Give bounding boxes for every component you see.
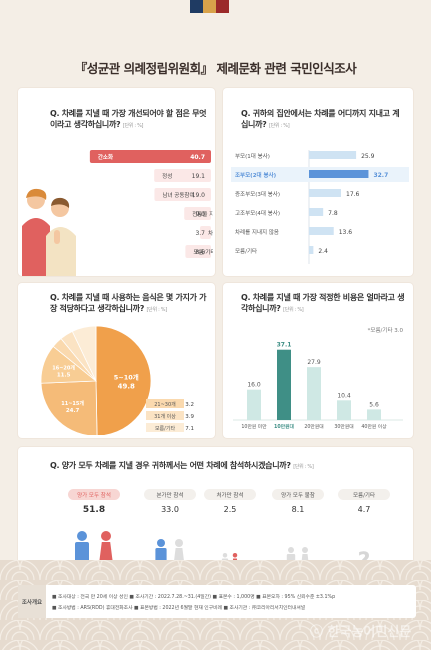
banner-red-block	[216, 0, 229, 13]
category-3: 30만원대	[334, 423, 353, 430]
top-banner	[0, 0, 431, 14]
pie-label-0: 5~10개	[114, 373, 139, 382]
bar-label-2: 남녀 공동참여	[162, 191, 194, 199]
bar-value-3: 9.0	[195, 211, 205, 218]
bar-0	[247, 390, 261, 420]
bar-label-4: 차례에 직접 참여	[208, 229, 213, 237]
legend-label-3: 21~30개	[154, 401, 176, 408]
category-2: 증조부모(3대 봉사)	[235, 190, 280, 198]
bar-2	[309, 189, 341, 197]
category-4: 차례를 지내지 않음	[235, 228, 279, 236]
bar-label-0: 간소화	[98, 153, 113, 161]
card-cost: Q. 차례를 지낼 때 가장 적정한 비용은 얼마라고 생각하십니까? [단위 …	[223, 283, 413, 438]
banner-gold-block	[203, 0, 216, 13]
bar-value-5: 2.4	[318, 248, 328, 255]
attendance-category-3: 양가 모두 불참	[272, 489, 324, 500]
bar-value-2: 19.0	[192, 192, 206, 199]
pie-value-2: 11.5	[57, 372, 71, 378]
question-food-count: Q. 차례를 지낼 때 사용하는 음식은 몇 가지가 가장 적당하다고 생각하십…	[50, 292, 210, 316]
bar-1	[277, 350, 291, 420]
pie-value-0: 49.8	[118, 383, 135, 391]
ancestors-bar-chart: 부모(1대 봉사) 25.9 조부모(2대 봉사) 32.7 증조부모(3대 봉사) 17…	[231, 150, 411, 268]
page-title: 『성균관 의례정립위원회』 제례문화 관련 국민인식조사	[0, 58, 431, 77]
legend-value-5: 7.1	[185, 426, 194, 432]
bar-value-1: 37.1	[277, 342, 292, 349]
bar-4	[309, 227, 334, 235]
bar-value-0: 40.7	[190, 154, 205, 161]
attendance-category-1: 본가만 참석	[144, 489, 196, 500]
card-ancestors: Q. 귀하의 집안에서는 차례를 어디까지 지내고 계십니까? [단위 : %]…	[223, 88, 413, 276]
bar-value-0: 25.9	[361, 153, 375, 160]
attendance-category-2: 처가만 참석	[204, 489, 256, 500]
category-5: 모름/기타	[235, 247, 257, 255]
category-3: 고조부모(4대 봉사)	[235, 209, 280, 217]
bar-value-4: 5.6	[369, 401, 379, 408]
question-cost: Q. 차례를 지낼 때 가장 적정한 비용은 얼마라고 생각하십니까? [단위 …	[241, 292, 406, 316]
bar-value-2: 17.6	[346, 191, 360, 198]
watermark: ⓒ 한국농어민신문	[310, 621, 411, 640]
category-1: 조부모(2대 봉사)	[235, 171, 277, 179]
bar-label-1: 정성	[162, 172, 172, 180]
survey-label: 조사개요	[18, 585, 46, 618]
category-1: 10만원대	[274, 423, 295, 430]
bar-4	[367, 409, 381, 420]
bar-value-5: 8.6	[195, 249, 205, 256]
bar-value-1: 32.7	[373, 172, 388, 179]
cost-note: *모름/기타 3.0	[368, 326, 403, 334]
bar-value-2: 27.9	[307, 359, 321, 366]
category-0: 10만원 미만	[241, 423, 267, 430]
bar-value-1: 19.1	[192, 173, 206, 180]
legend-label-5: 모름/기타	[155, 425, 175, 432]
pie-label-2: 16~20개	[52, 364, 75, 371]
bar-1	[309, 170, 368, 178]
bar-value-4: 3.7	[195, 230, 205, 237]
category-4: 40만원 이상	[361, 423, 387, 430]
question-attendance: Q. 양가 모두 차례를 지낼 경우 귀하께서는 어떤 차례에 참석하시겠습니까…	[50, 460, 410, 473]
bar-3	[309, 208, 323, 216]
bar-0	[309, 151, 356, 159]
question-ancestors: Q. 귀하의 집안에서는 차례를 어디까지 지내고 계십니까? [단위 : %]	[241, 108, 406, 132]
legend-value-3: 3.2	[185, 402, 194, 408]
card-improvement: Q. 차례를 지낼 때 가장 개선되어야 할 점은 무엇이라고 생각하십니까? …	[18, 88, 215, 276]
bar-value-4: 13.6	[339, 229, 353, 236]
card-food-count: Q. 차례를 지낼 때 사용하는 음식은 몇 가지가 가장 적당하다고 생각하십…	[18, 283, 215, 438]
bar-3	[337, 400, 351, 420]
pie-value-1: 24.7	[66, 408, 80, 414]
survey-overview: 조사개요 ■ 조사대상 : 전국 만 20세 이상 성인 ■ 조사기간 : 20…	[18, 585, 416, 618]
question-improvement: Q. 차례를 지낼 때 가장 개선되어야 할 점은 무엇이라고 생각하십니까? …	[50, 108, 210, 132]
bar-value-0: 16.0	[247, 382, 261, 389]
legend-value-4: 3.9	[185, 414, 194, 420]
attendance-category-4: 모름/기타	[338, 489, 390, 500]
survey-line-2: ■ 조사방법 : ARS(RDD) 휴대전화조사 ■ 표본방법 : 2022년 …	[52, 604, 305, 611]
legend-label-4: 31개 이상	[154, 413, 176, 420]
bar-5	[309, 246, 313, 254]
attendance-category-0: 양가 모두 참석	[68, 489, 120, 500]
cost-bar-chart: 16.0 10만원 미만 37.1 10만원대 27.9 20만원대 10.4 30만원대 5.…	[223, 335, 413, 435]
bar-value-3: 7.8	[328, 210, 338, 217]
bar-2	[307, 367, 321, 420]
bar-value-3: 10.4	[337, 392, 351, 399]
survey-line-1: ■ 조사대상 : 전국 만 20세 이상 성인 ■ 조사기간 : 2022.7.…	[52, 593, 335, 600]
pie-label-1: 11~15개	[61, 400, 84, 407]
category-2: 20만원대	[304, 423, 323, 430]
category-0: 부모(1대 봉사)	[235, 152, 270, 160]
banner-navy-block	[190, 0, 203, 13]
